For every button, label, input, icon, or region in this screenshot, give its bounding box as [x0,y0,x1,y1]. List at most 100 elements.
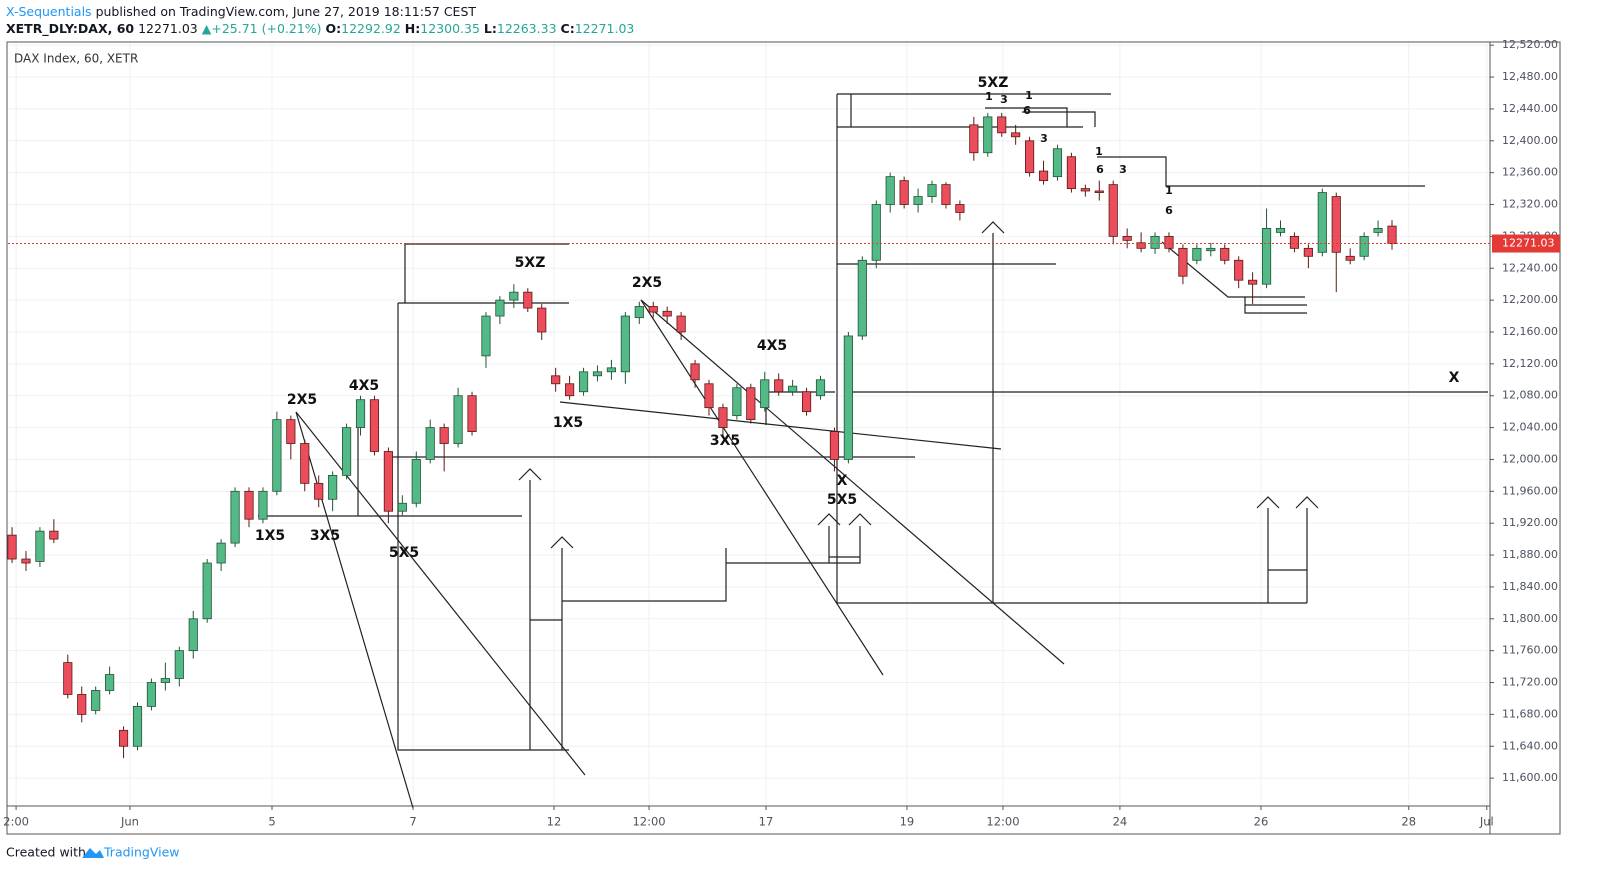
candle-body [49,530,59,540]
y-tick-label: 11,840.00 [1502,580,1558,593]
l-value: 12263.33 [497,21,557,36]
candle-body [188,618,198,652]
candle-body [746,387,756,421]
y-tick-label: 12,440.00 [1502,102,1558,115]
candle-body [425,427,435,460]
candle-body [300,443,310,484]
candle-body [983,116,993,154]
candle-body [1150,235,1160,249]
candle-body [63,662,73,695]
candle-body [439,427,449,444]
x-tick-label: 12 [547,815,562,829]
candle-body [871,204,881,261]
candle-body [1066,156,1076,189]
legend: DAX Index, 60, XETR [14,52,138,66]
symbol-line: XETR_DLY:DAX, 60 12271.03 ▲+25.71 (+0.21… [6,21,634,37]
y-tick-label: 12,480.00 [1502,70,1558,83]
annotation: 5X5 [827,492,857,508]
candle-body [1025,140,1035,174]
candle-body [1206,247,1216,252]
candle-body [258,490,268,520]
footer-brand[interactable]: TradingView [103,845,180,860]
candle-body [495,299,505,317]
candle-body [1192,247,1202,261]
candle-body [662,310,672,317]
candle-body [35,530,45,562]
candle-body [272,419,282,492]
candle-body [1373,228,1383,233]
candle-body [1080,188,1090,192]
candle-body [21,558,31,564]
candles [7,112,1397,759]
header-line: X-Sequentials published on TradingView.c… [6,4,476,19]
x-tick-label: 2:00 [3,815,29,829]
frame [6,41,1561,835]
candle-body [397,502,407,512]
candle-body [537,307,547,333]
candle-body [523,291,533,309]
candle-body [383,451,393,512]
candle-body [1164,235,1174,249]
l-label: L: [484,21,497,36]
candle-body [634,306,644,319]
candle-body [690,363,700,381]
published: published on TradingView.com, June 27, 2… [96,4,477,19]
annotation: X [1449,370,1460,386]
y-tick-label: 12,040.00 [1502,421,1558,434]
candle-body [620,315,630,373]
change: +25.71 (+0.21%) [211,21,321,36]
candle-body [760,379,770,409]
candle-body [1317,192,1327,253]
candle-body [1052,148,1063,178]
x-tick-label: 12:00 [986,815,1019,829]
candle-body [244,490,254,520]
candle-body [509,291,519,301]
candle-body [132,706,143,747]
candle-body [146,682,157,707]
candle-body [286,419,296,444]
last-price-label: 12271.03 [1502,237,1555,250]
candle-body [411,459,421,504]
y-tick-label: 11,920.00 [1502,516,1558,529]
candle-body [718,407,728,428]
candle-body [997,116,1007,134]
symbol: XETR_DLY:DAX, 60 [6,21,134,37]
grid [8,42,1490,806]
annotation: 1 [985,90,993,103]
candle-body [1261,228,1272,285]
candle-body [453,395,463,444]
annotation: 1 [1095,145,1103,158]
annotation: 6 [1096,163,1104,176]
x-tick-label: 7 [409,815,416,829]
arrow: ▲ [202,21,212,36]
annotation: 4X5 [757,338,787,354]
candle-body [1094,190,1104,193]
annotation: X [837,473,848,489]
y-tick-label: 12,400.00 [1502,134,1558,147]
footer-created: Created with [6,845,86,860]
candle-body [328,474,338,500]
x-tick-label: 17 [759,815,774,829]
candle-body [1303,247,1313,257]
candle-body [578,371,589,393]
last-price-box [1492,234,1560,253]
candle-body [1136,242,1146,249]
y-tick-label: 11,720.00 [1502,676,1558,689]
x-tick-label: Jun [120,815,139,829]
candle-body [1387,225,1397,244]
annotation: 6 [1023,104,1031,117]
author[interactable]: X-Sequentials [6,4,92,19]
candle-body [829,431,840,460]
candle-body [913,196,923,205]
y-tick-label: 12,120.00 [1502,357,1558,370]
candle-body [1038,170,1049,182]
candle-body [1108,184,1118,237]
candle-body [1122,235,1132,241]
y-tick-label: 11,680.00 [1502,707,1558,720]
y-tick-label: 12,320.00 [1502,198,1558,211]
candle-body [551,375,561,385]
candle-body [202,562,212,620]
candle-body [843,335,853,460]
candle-body [815,379,826,397]
